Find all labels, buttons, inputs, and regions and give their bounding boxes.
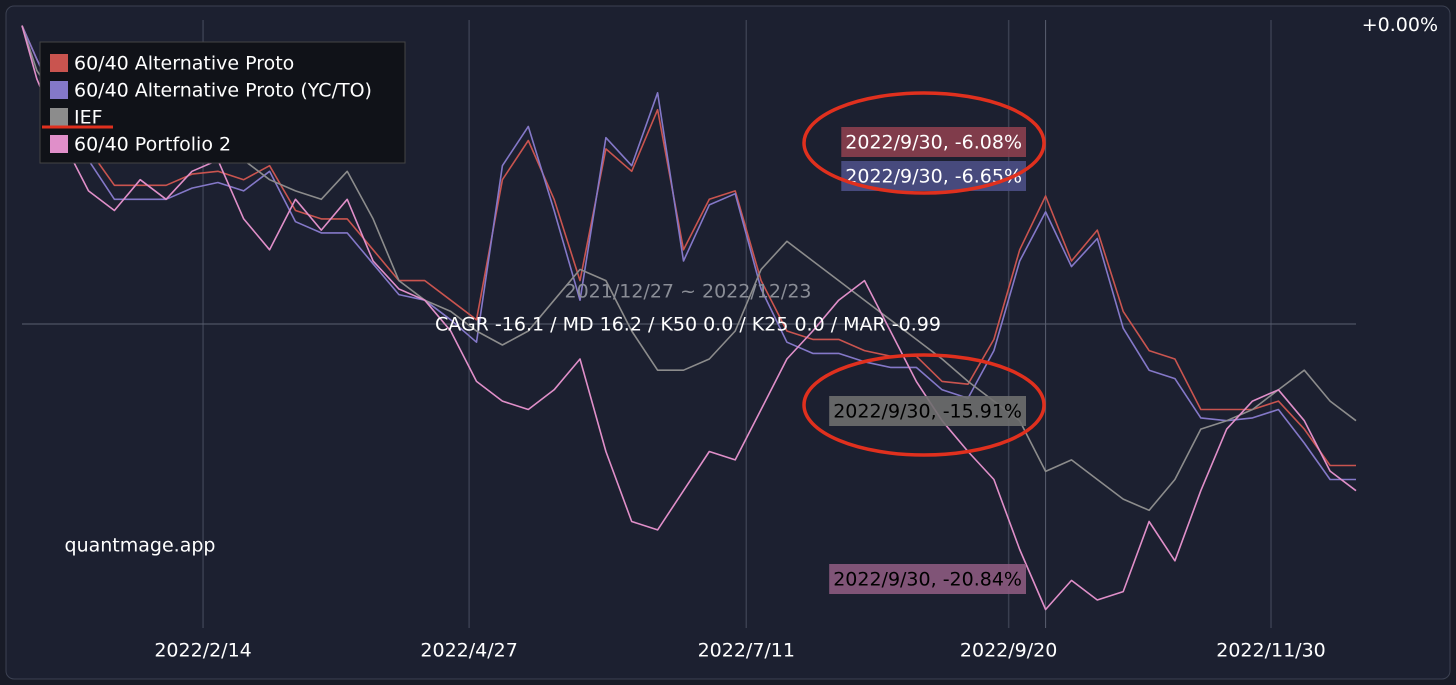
value-label-box <box>841 127 1026 157</box>
y-tick-label: +0.00% <box>1362 14 1438 36</box>
x-tick-label: 2022/9/20 <box>960 640 1057 662</box>
series-line <box>21 25 1356 481</box>
legend-label: 60/40 Alternative Proto <box>74 53 294 75</box>
legend: 60/40 Alternative Proto 60/40 Alternative… <box>39 41 406 164</box>
value-label-box <box>841 161 1026 191</box>
x-tick-label: 2022/7/11 <box>698 640 795 662</box>
subtitle: 2021/12/27 ~ 2022/12/23 <box>564 281 811 303</box>
x-tick-label: 2022/4/27 <box>420 640 517 662</box>
value-label: 2022/9/30, -20.84% <box>833 569 1022 591</box>
value-label: 2022/9/30, -6.08% <box>845 132 1022 154</box>
value-label: 2022/9/30, -6.65% <box>845 166 1022 188</box>
value-label-box <box>829 564 1026 594</box>
series-line <box>21 25 1356 467</box>
legend-label: IEF <box>74 107 103 129</box>
stats: CAGR -16.1 / MD 16.2 / K50 0.0 / K25 0.0… <box>435 314 941 336</box>
chart-frame <box>5 5 1451 680</box>
watermark: quantmage.app <box>65 535 216 557</box>
value-label: 2022/9/30, -15.91% <box>833 401 1022 423</box>
x-tick-label: 2022/2/14 <box>154 640 251 662</box>
value-labels: 2022/9/30, -6.08% 2022/9/30, -6.65% 2022/9… <box>829 127 1026 594</box>
legend-swatch <box>50 54 68 72</box>
x-tick-label: 2022/11/30 <box>1216 640 1326 662</box>
legend-swatch <box>50 135 68 153</box>
legend-swatch <box>50 81 68 99</box>
series-line <box>21 25 1357 611</box>
highlight-ellipse <box>802 91 1046 195</box>
highlight-ellipse <box>802 353 1046 457</box>
value-label-box <box>829 396 1026 426</box>
legend-label: 60/40 Portfolio 2 <box>74 134 231 156</box>
legend-label: 60/40 Alternative Proto (YC/TO) <box>74 80 372 102</box>
legend-swatch <box>50 108 68 126</box>
legend-box <box>39 41 406 164</box>
